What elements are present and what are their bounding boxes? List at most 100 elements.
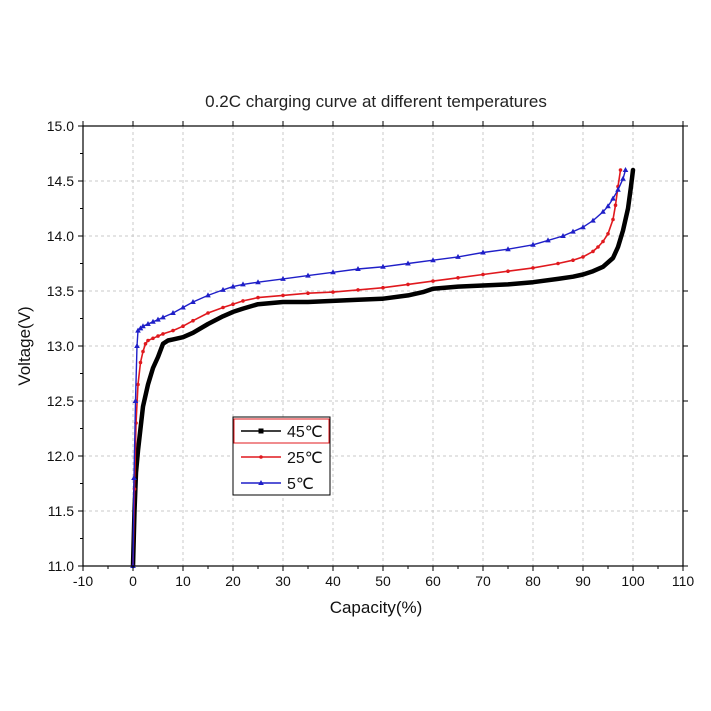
series-5c (130, 167, 629, 568)
data-point (145, 321, 151, 326)
series-layer (130, 167, 636, 569)
data-point (134, 343, 140, 348)
data-point (405, 260, 411, 266)
data-point (151, 336, 155, 341)
data-point (606, 232, 610, 236)
legend-box (232, 416, 331, 496)
data-point (530, 241, 536, 247)
y-tick-label: 12.5 (47, 393, 74, 409)
data-point (170, 310, 176, 315)
legend-highlight (233, 418, 330, 444)
data-point (231, 302, 235, 307)
data-point (545, 237, 551, 243)
series-45c (130, 167, 636, 569)
data-point (570, 228, 576, 234)
data-point (191, 318, 195, 323)
data-point (615, 186, 621, 192)
data-point (571, 258, 575, 263)
data-point (331, 290, 335, 294)
series-line (132, 169, 627, 567)
data-point (356, 288, 360, 292)
data-point (431, 279, 435, 283)
data-point (600, 208, 606, 214)
series-line (132, 169, 622, 567)
data-point (241, 299, 245, 303)
legend: 45℃ 25℃ 5℃ (232, 416, 331, 496)
data-point (190, 299, 196, 304)
x-tick-label: 70 (475, 573, 491, 589)
y-tick-labels: 11.0 11.5 12.0 12.5 13.0 13.5 14.0 14.5 15.0 (47, 118, 74, 574)
x-tick-label: 50 (375, 573, 391, 589)
data-point (256, 295, 260, 300)
data-point (596, 245, 600, 249)
data-point (531, 266, 535, 270)
ticks (78, 121, 688, 571)
data-point (180, 304, 186, 310)
data-point (140, 323, 146, 329)
data-point (330, 269, 336, 275)
x-tick-label: 40 (325, 573, 341, 589)
legend-label: 25℃ (287, 450, 323, 467)
x-tick-label: 100 (621, 573, 645, 589)
data-point (206, 311, 210, 315)
data-point (155, 316, 161, 322)
x-axis-label: Capacity(%) (330, 598, 423, 617)
data-point (605, 203, 611, 209)
data-point (601, 239, 605, 244)
data-point (556, 261, 560, 266)
legend-items: 45℃ 25℃ 5℃ (241, 424, 323, 493)
legend-marker (258, 428, 264, 434)
data-point (205, 292, 211, 298)
x-tick-label: 60 (425, 573, 441, 589)
data-point (580, 224, 586, 230)
data-point (171, 328, 175, 333)
data-point (306, 291, 310, 296)
chart-title: 0.2C charging curve at different tempera… (205, 92, 547, 111)
data-point (456, 276, 460, 280)
data-point (305, 272, 311, 278)
y-tick-label: 14.0 (47, 228, 74, 244)
data-point (613, 203, 618, 207)
data-point (622, 167, 629, 172)
data-point (281, 293, 285, 298)
y-tick-label: 11.5 (48, 503, 74, 519)
data-point (481, 272, 485, 277)
data-point (505, 246, 511, 252)
x-tick-label: 20 (225, 573, 241, 589)
data-point (220, 286, 226, 292)
data-point (136, 382, 140, 387)
data-point (131, 475, 137, 480)
y-tick-label: 13.5 (47, 283, 74, 299)
y-tick-label: 15.0 (47, 118, 74, 134)
data-point (430, 257, 436, 263)
data-point (610, 195, 616, 201)
x-tick-label: -10 (73, 573, 93, 589)
x-tick-label: 90 (575, 573, 591, 589)
y-tick-label: 14.5 (47, 173, 74, 189)
data-point (380, 263, 386, 269)
x-tick-label: 0 (129, 573, 137, 589)
data-point (146, 338, 150, 343)
x-tick-label: 80 (525, 573, 541, 589)
data-point (141, 349, 145, 354)
data-point (406, 282, 410, 287)
data-point (381, 285, 385, 290)
x-tick-labels: -10 0 10 20 30 40 50 60 70 80 90 100 110 (73, 573, 694, 589)
data-point (240, 281, 246, 287)
x-tick-label: 110 (672, 573, 695, 589)
data-point (506, 269, 510, 274)
data-point (581, 255, 585, 259)
legend-label: 5℃ (287, 476, 314, 493)
legend-label: 45℃ (287, 424, 323, 441)
y-tick-label: 13.0 (47, 338, 74, 354)
data-point (591, 249, 595, 254)
series-line (130, 167, 636, 569)
data-point (480, 249, 486, 255)
legend-marker (258, 480, 264, 485)
data-point (156, 334, 160, 338)
legend-marker (259, 455, 263, 459)
data-point (280, 275, 286, 281)
data-point (160, 314, 166, 320)
data-point (618, 168, 623, 172)
